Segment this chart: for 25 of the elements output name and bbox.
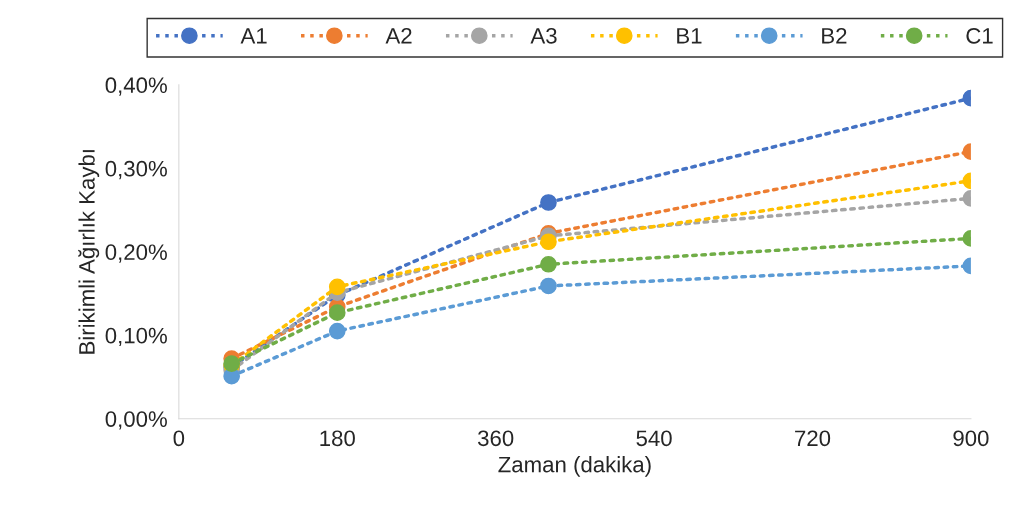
point: [328, 304, 346, 322]
x-tick-label: 0: [173, 430, 185, 447]
y-tick-label: 0,30%: [105, 160, 167, 180]
x-tick-label: 720: [795, 430, 831, 447]
y-axis-title: Birikimli Ağırlık Kaybı: [78, 150, 100, 354]
x-tick-label: 360: [477, 430, 514, 447]
x-tick-label: 540: [636, 430, 672, 447]
point: [328, 278, 346, 296]
y-tick-label: 0,40%: [105, 77, 167, 96]
point: [540, 255, 557, 273]
legend-label: C1: [966, 27, 993, 44]
legend-label: A2: [385, 27, 412, 44]
y-tick-label: 0,10%: [105, 327, 167, 347]
legend-label: B2: [822, 27, 847, 44]
x-tick-label: 180: [320, 430, 355, 447]
legend-label: A3: [530, 27, 557, 44]
point: [540, 233, 557, 251]
legend-label: A1: [240, 28, 267, 44]
point: [328, 322, 346, 340]
x-axis-title: Zaman (dakika): [498, 456, 651, 477]
legend-label: B1: [677, 28, 702, 44]
y-tick-label: 0,00%: [105, 411, 167, 430]
y-tick-label: 0,20%: [105, 244, 167, 263]
point: [540, 277, 557, 295]
x-tick-label: 900: [953, 430, 989, 447]
